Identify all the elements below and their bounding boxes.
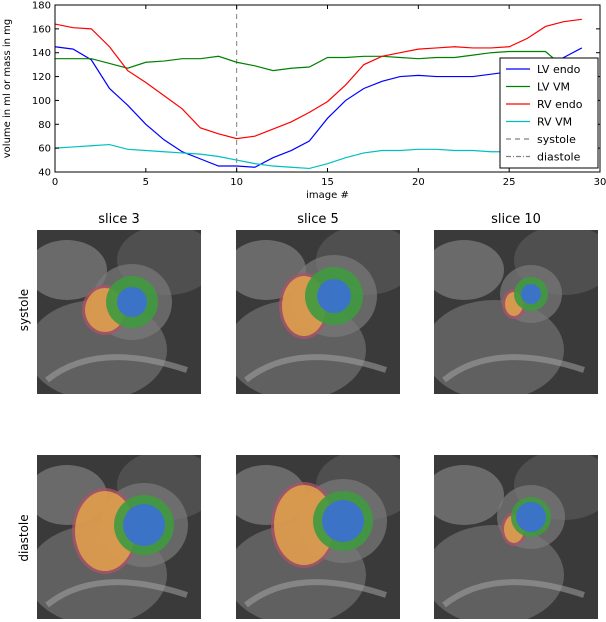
x-tick-label: 25 <box>503 177 516 188</box>
col-title-slice-5: slice 5 <box>297 212 339 227</box>
mri-image <box>434 230 598 394</box>
y-tick-label: 140 <box>32 48 51 59</box>
lv-endo-overlay <box>317 279 351 313</box>
volume-line-chart: 0 5 10 15 20 25 30 40 60 80 100 120 140 160 180 image #… <box>2 1 606 201</box>
mri-image <box>37 455 201 619</box>
mri-diastole-slice-10 <box>434 455 598 619</box>
legend-label: RV endo <box>537 98 583 111</box>
mri-diastole-slice-3 <box>37 455 201 619</box>
y-tick-label: 160 <box>32 24 51 35</box>
legend-label: RV VM <box>537 116 572 129</box>
mri-tissue <box>45 579 188 608</box>
x-tick-label: 5 <box>143 177 149 188</box>
series-line-lv-endo <box>54 46 583 168</box>
lv-endo-overlay <box>521 284 541 304</box>
x-tick-label: 0 <box>52 177 58 188</box>
legend-box <box>499 57 599 169</box>
y-tick-label: 180 <box>32 1 51 12</box>
mri-systole-slice-3 <box>37 230 201 394</box>
x-tick-label: 10 <box>230 177 243 188</box>
y-tick-label: 120 <box>32 72 51 83</box>
legend-label: systole <box>537 133 576 146</box>
mri-image <box>236 230 400 394</box>
mri-tissue <box>244 354 387 383</box>
series-line-rv-vm <box>54 143 582 170</box>
x-tick-label: 20 <box>412 177 425 188</box>
legend-label: LV VM <box>537 81 570 94</box>
y-tick-label: 80 <box>38 120 51 131</box>
x-tick-label: 15 <box>321 177 334 188</box>
mri-tissue <box>434 465 504 525</box>
row-label-diastole: diastole <box>17 514 31 562</box>
lv-endo-overlay <box>117 287 147 317</box>
y-tick-label: 100 <box>32 96 51 107</box>
mri-tissue <box>434 300 564 394</box>
mri-image <box>37 230 201 394</box>
legend-label: LV endo <box>537 63 581 76</box>
x-axis-label: image # <box>306 190 349 200</box>
y-tick-label: 40 <box>38 168 51 179</box>
lv-endo-overlay <box>516 502 546 532</box>
mri-tissue <box>45 354 188 383</box>
row-label-systole: systole <box>17 288 31 332</box>
mri-tissue <box>442 354 585 383</box>
mri-systole-slice-5 <box>236 230 400 394</box>
col-title-slice-10: slice 10 <box>491 212 541 227</box>
mri-tissue <box>434 240 504 300</box>
mri-tissue <box>442 579 585 608</box>
col-title-slice-3: slice 3 <box>98 212 140 227</box>
mri-tissue <box>244 579 387 608</box>
y-axis-label: volume in ml or mass in mg <box>2 19 13 158</box>
mri-tissue <box>37 240 107 300</box>
mri-diastole-slice-5 <box>236 455 400 619</box>
mri-image <box>236 455 400 619</box>
series-line-rv-endo <box>54 18 582 140</box>
y-tick-label: 60 <box>38 144 51 155</box>
mri-image <box>434 455 598 619</box>
mri-systole-slice-10 <box>434 230 598 394</box>
legend-label: diastole <box>537 151 581 164</box>
series-line-lv-vm <box>55 50 582 72</box>
lv-endo-overlay <box>123 504 165 546</box>
lv-endo-overlay <box>322 500 364 542</box>
x-tick-label: 30 <box>594 177 606 188</box>
